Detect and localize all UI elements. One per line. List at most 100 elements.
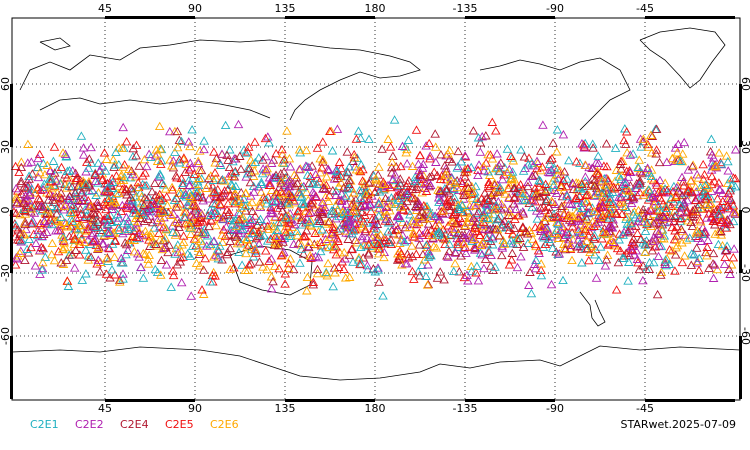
marker (203, 173, 214, 183)
marker (479, 263, 489, 273)
marker (609, 184, 620, 193)
marker (199, 229, 210, 238)
marker (344, 175, 354, 184)
marker (453, 228, 464, 237)
marker (318, 209, 328, 218)
marker (617, 188, 628, 198)
marker (124, 164, 134, 173)
marker (270, 261, 280, 270)
marker (436, 149, 446, 159)
coastline (579, 291, 606, 327)
marker (667, 222, 677, 232)
marker (494, 160, 504, 170)
marker (414, 270, 425, 280)
marker (250, 211, 260, 220)
marker (20, 219, 30, 229)
marker (664, 217, 675, 226)
marker (450, 248, 461, 257)
marker (85, 239, 96, 248)
marker (187, 124, 197, 134)
marker (632, 254, 643, 263)
marker (123, 224, 134, 234)
marker (530, 263, 541, 273)
marker (408, 227, 419, 237)
marker (76, 220, 87, 229)
frame-bar (465, 16, 555, 19)
marker (122, 190, 132, 199)
marker (366, 241, 377, 250)
marker (425, 151, 435, 160)
marker (648, 236, 658, 246)
marker (262, 264, 272, 274)
marker (607, 223, 618, 232)
marker (318, 183, 329, 192)
marker (657, 225, 667, 234)
marker (424, 249, 435, 258)
marker (93, 255, 104, 264)
marker (225, 191, 235, 200)
marker (582, 189, 592, 199)
marker (675, 207, 686, 217)
marker (110, 270, 120, 279)
marker (421, 186, 432, 195)
marker (599, 173, 610, 183)
coastline (39, 37, 71, 51)
marker (567, 216, 577, 225)
marker (396, 235, 406, 244)
marker (568, 211, 578, 221)
marker (464, 228, 475, 238)
marker (541, 196, 551, 206)
marker (436, 228, 446, 237)
marker (536, 270, 547, 280)
marker (331, 186, 341, 195)
marker (540, 186, 551, 195)
marker (449, 184, 459, 193)
marker (358, 253, 368, 262)
marker (410, 194, 420, 203)
marker (78, 143, 89, 152)
marker (545, 155, 555, 164)
lon-label: -90 (546, 402, 564, 415)
marker (185, 251, 195, 260)
marker (610, 201, 621, 211)
marker (574, 191, 585, 200)
marker (580, 172, 591, 181)
marker (438, 205, 449, 215)
coastline (19, 39, 421, 121)
marker (374, 238, 384, 248)
marker (463, 183, 473, 192)
marker (670, 250, 681, 259)
marker (89, 236, 100, 245)
marker (628, 149, 638, 158)
marker (600, 261, 611, 270)
marker (194, 261, 205, 270)
marker (730, 173, 741, 183)
marker (701, 200, 711, 209)
marker (512, 262, 523, 272)
marker (218, 214, 228, 223)
marker (509, 192, 520, 201)
marker (280, 279, 290, 288)
marker (622, 147, 632, 157)
marker (237, 260, 247, 269)
marker (128, 208, 138, 217)
marker (580, 220, 590, 230)
marker (266, 208, 276, 217)
marker (152, 156, 163, 165)
marker (174, 135, 185, 144)
marker (159, 243, 169, 252)
marker (489, 209, 499, 219)
marker (251, 248, 261, 257)
marker (42, 204, 53, 214)
marker (712, 193, 723, 203)
marker (12, 199, 22, 208)
marker (496, 204, 506, 214)
marker (146, 228, 156, 237)
marker (667, 153, 678, 163)
marker (168, 227, 178, 236)
marker (171, 171, 181, 180)
marker (589, 221, 599, 230)
marker (691, 243, 702, 252)
marker (105, 273, 115, 282)
